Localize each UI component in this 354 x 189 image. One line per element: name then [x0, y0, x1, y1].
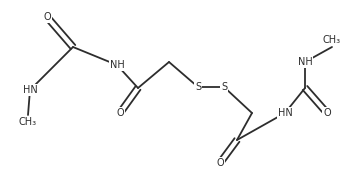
Text: O: O — [43, 12, 51, 22]
Text: NH: NH — [110, 60, 124, 70]
Text: O: O — [116, 108, 124, 118]
Text: O: O — [323, 108, 331, 118]
Text: O: O — [216, 158, 224, 168]
Text: S: S — [221, 82, 227, 92]
Text: HN: HN — [278, 108, 292, 118]
Text: CH₃: CH₃ — [19, 117, 37, 127]
Text: CH₃: CH₃ — [323, 35, 341, 45]
Text: HN: HN — [23, 85, 38, 95]
Text: NH: NH — [298, 57, 312, 67]
Text: S: S — [195, 82, 201, 92]
